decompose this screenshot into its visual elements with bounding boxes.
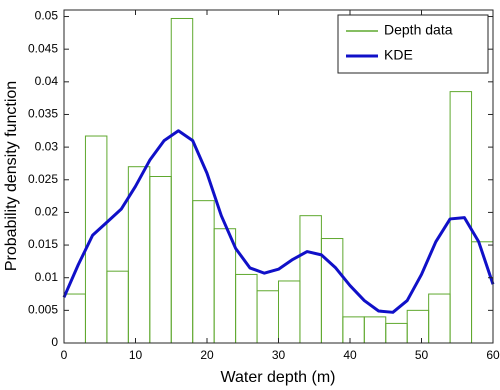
y-tick-label: 0.03 [35, 139, 59, 153]
legend-box [337, 14, 489, 74]
legend-label: KDE [384, 47, 413, 63]
bar [363, 316, 387, 344]
x-tick-label: 0 [61, 348, 68, 362]
bar [106, 270, 129, 344]
bar [84, 135, 108, 344]
bar [406, 309, 430, 344]
bar [170, 17, 194, 344]
bar [235, 273, 258, 344]
y-axis-label: Probability density function [3, 81, 20, 271]
y-tick-label: 0 [51, 335, 58, 349]
bar [342, 316, 365, 344]
y-tick-label: 0.04 [35, 74, 59, 88]
bar [63, 293, 86, 344]
x-tick-label: 20 [200, 348, 214, 362]
kde-line [62, 129, 495, 314]
x-tick-label: 60 [486, 348, 500, 362]
bar [213, 228, 237, 344]
y-tick-label: 0.025 [28, 172, 58, 186]
y-tick-label: 0.005 [28, 303, 58, 317]
bar [385, 322, 408, 344]
y-tick-label: 0.035 [28, 107, 58, 121]
bar [428, 293, 451, 344]
bar [149, 176, 172, 344]
x-tick-label: 30 [272, 348, 286, 362]
x-tick-label: 40 [343, 348, 357, 362]
y-tick-label: 0.01 [35, 270, 59, 284]
y-tick-label: 0.05 [35, 9, 59, 23]
y-tick-label: 0.045 [28, 41, 58, 55]
bar [299, 215, 322, 344]
x-axis-label: Water depth (m) [221, 369, 336, 386]
bar [320, 238, 344, 344]
x-tick-label: 50 [415, 348, 429, 362]
x-tick-label: 10 [129, 348, 143, 362]
bar [256, 290, 279, 344]
y-tick-label: 0.02 [35, 205, 59, 219]
bar [278, 280, 301, 344]
legend-label: Depth data [384, 22, 453, 38]
y-tick-label: 0.015 [28, 237, 58, 251]
bar [192, 200, 215, 344]
